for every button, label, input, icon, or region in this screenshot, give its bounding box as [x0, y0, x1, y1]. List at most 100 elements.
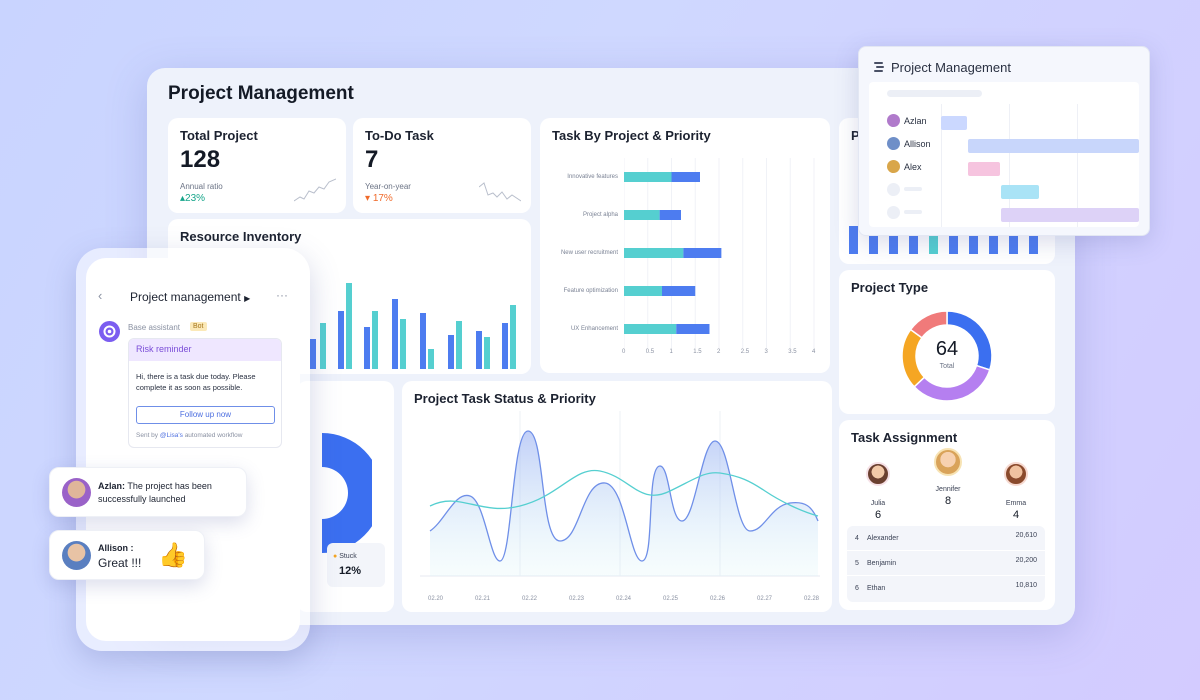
x-tick-label: 2: [717, 349, 721, 355]
placeholder-text: [904, 187, 922, 191]
hbar-chart: [624, 158, 815, 348]
chat-bubble-allison[interactable]: Allison : Great !!! 👍: [49, 530, 205, 580]
gantt-person: Alex: [904, 162, 922, 172]
table-row[interactable]: 4 Alexander 20,610: [847, 526, 1045, 551]
x-tick-label: 4: [812, 349, 816, 355]
card-title: Project Type: [851, 280, 929, 295]
project-type-card: Project Type 64 Total: [839, 270, 1055, 414]
x-tick-label: 0: [622, 349, 626, 355]
x-tick-label: 2.5: [740, 349, 750, 355]
gantt-bar[interactable]: [1001, 208, 1139, 222]
gantt-bar[interactable]: [941, 116, 967, 130]
assignee-name: Julia: [870, 500, 886, 507]
table-row[interactable]: 5 Benjamin 20,200: [847, 551, 1045, 576]
date-tick-label: 02.27: [757, 596, 773, 602]
gantt-bar[interactable]: [1001, 185, 1039, 199]
gantt-bar[interactable]: [968, 162, 1000, 176]
assignee-count: 6: [874, 509, 882, 521]
date-tick-label: 02.25: [663, 596, 679, 602]
avatar-azlan: [887, 114, 900, 127]
annual-ratio-label: Annual ratio: [180, 182, 223, 191]
assistant-avatar: [99, 321, 120, 342]
avatar-jennifer[interactable]: [934, 448, 962, 476]
assistant-logo-icon: [103, 325, 116, 338]
caret-right-icon: ▶: [244, 294, 251, 303]
area-chart: [420, 411, 820, 577]
reminder-text: Hi, there is a task due today. Please co…: [136, 372, 256, 392]
avatar-azlan: [62, 478, 91, 507]
placeholder-text: [904, 210, 922, 214]
bot-badge: Bot: [190, 322, 207, 331]
phone-title[interactable]: Project management ▶: [130, 290, 251, 304]
chat-sender: Allison :: [98, 543, 134, 553]
x-tick-label: 3.5: [788, 349, 797, 355]
chat-message: Azlan: The project has been successfully…: [98, 481, 212, 504]
assignee-name: Emma: [1005, 500, 1027, 507]
progress-bars: [849, 226, 1038, 254]
x-tick-label: 0.5: [645, 349, 655, 355]
x-tick-label: 1: [669, 349, 673, 355]
gantt-panel: Project Management Azlan Allison Alex: [858, 46, 1150, 236]
bar-1-4: [676, 324, 710, 334]
category-label: Feature optimization: [563, 288, 618, 294]
todo-task-card[interactable]: To-Do Task 7 Year-on-year ▾ 17%: [353, 118, 531, 213]
assignee-count: 8: [944, 495, 952, 507]
gantt-divider: [1077, 104, 1078, 227]
donut-value: 64: [935, 338, 959, 360]
more-icon[interactable]: ···: [276, 288, 288, 302]
donut-label: Total: [939, 363, 955, 370]
phone-frame: ‹ Project management ▶ ··· Base assistan…: [76, 248, 310, 651]
card-title-partial: P: [851, 128, 860, 143]
reminder-card: Risk reminder Hi, there is a task due to…: [128, 338, 282, 448]
bar-0-1: [624, 210, 660, 220]
list-icon: [874, 62, 884, 72]
donut-slice-1: [913, 364, 991, 402]
category-label: UX Enhancement: [570, 326, 618, 332]
gantt-divider: [941, 104, 942, 227]
bar-1-0: [671, 172, 700, 182]
bar-1-2: [683, 248, 722, 258]
category-label: Innovative features: [567, 174, 618, 180]
todo-task-value: 7: [365, 146, 379, 173]
date-tick-label: 02.26: [710, 596, 726, 602]
assistant-name: Base assistant: [128, 323, 181, 332]
status-card: ● Stuck 12%: [297, 381, 394, 612]
gantt-chart: Azlan Allison Alex: [869, 82, 1139, 227]
task-by-project-card: Task By Project & Priority Innovative fe…: [540, 118, 830, 373]
gantt-divider: [1009, 104, 1010, 227]
donut-slice-3: [909, 310, 948, 339]
avatar-emma[interactable]: [1004, 462, 1028, 486]
card-title: Project Task Status & Priority: [414, 391, 596, 406]
task-assignment-card: Task Assignment Julia 6 Jennifer 8 Emma …: [839, 420, 1055, 610]
bar-1-1: [659, 210, 681, 220]
avatar-allison: [887, 137, 900, 150]
ranking-list: 4 Alexander 20,610 5 Benjamin 20,200 6 E…: [847, 526, 1045, 602]
category-label: New user recruitment: [560, 250, 618, 256]
chat-bubble-azlan[interactable]: Azlan: The project has been successfully…: [49, 467, 247, 517]
avatar-allison: [62, 541, 91, 570]
stuck-value: 12%: [339, 565, 362, 577]
follow-up-button[interactable]: Follow up now: [136, 406, 275, 424]
date-tick-label: 02.22: [522, 596, 538, 602]
category-label: Project alpha: [582, 212, 618, 218]
x-tick-label: 3: [764, 349, 768, 355]
date-tick-label: 02.24: [616, 596, 632, 602]
avatar-julia[interactable]: [866, 462, 890, 486]
gantt-title: Project Management: [891, 60, 1011, 75]
reminder-header: Risk reminder: [129, 339, 281, 361]
total-project-card[interactable]: Total Project 128 Annual ratio ▴23%: [168, 118, 346, 213]
bar-0-3: [624, 286, 662, 296]
bar-0-0: [624, 172, 672, 182]
sparkline-icon: [294, 178, 336, 202]
table-row[interactable]: 6 Ethan 10,810: [855, 582, 1037, 592]
resource-bars: [310, 283, 516, 369]
x-tick-label: 1.5: [693, 349, 702, 355]
card-title: Task Assignment: [851, 430, 958, 445]
gantt-bar[interactable]: [968, 139, 1139, 153]
date-tick-label: 02.21: [475, 596, 491, 602]
card-title: To-Do Task: [365, 128, 434, 143]
back-icon[interactable]: ‹: [98, 288, 103, 303]
bar-0-2: [624, 248, 684, 258]
chat-message: Great !!!: [98, 556, 142, 570]
reminder-title: Risk reminder: [136, 344, 192, 354]
